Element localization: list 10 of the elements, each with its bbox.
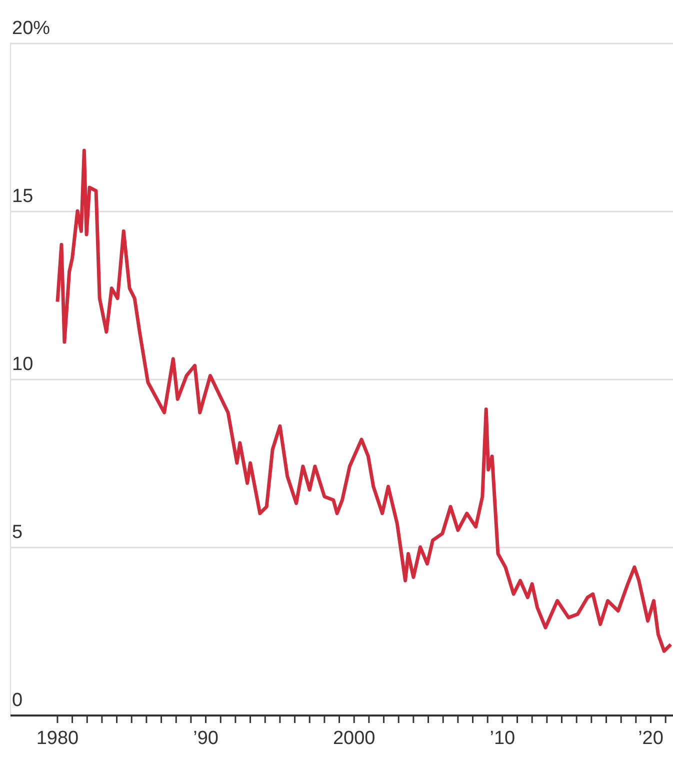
x-tick-label: ’20 (638, 728, 664, 749)
x-tick-label: 1980 (36, 728, 79, 749)
x-tick-label: ’10 (490, 728, 516, 749)
y-tick-label: 5 (12, 522, 23, 543)
y-tick-label: 0 (12, 690, 23, 711)
y-tick-label: 10 (12, 354, 34, 375)
x-tick-label: 2000 (332, 728, 376, 749)
x-tick-label: ’90 (193, 728, 218, 749)
y-tick-label: 20% (12, 18, 50, 39)
y-tick-label: 15 (12, 186, 34, 207)
